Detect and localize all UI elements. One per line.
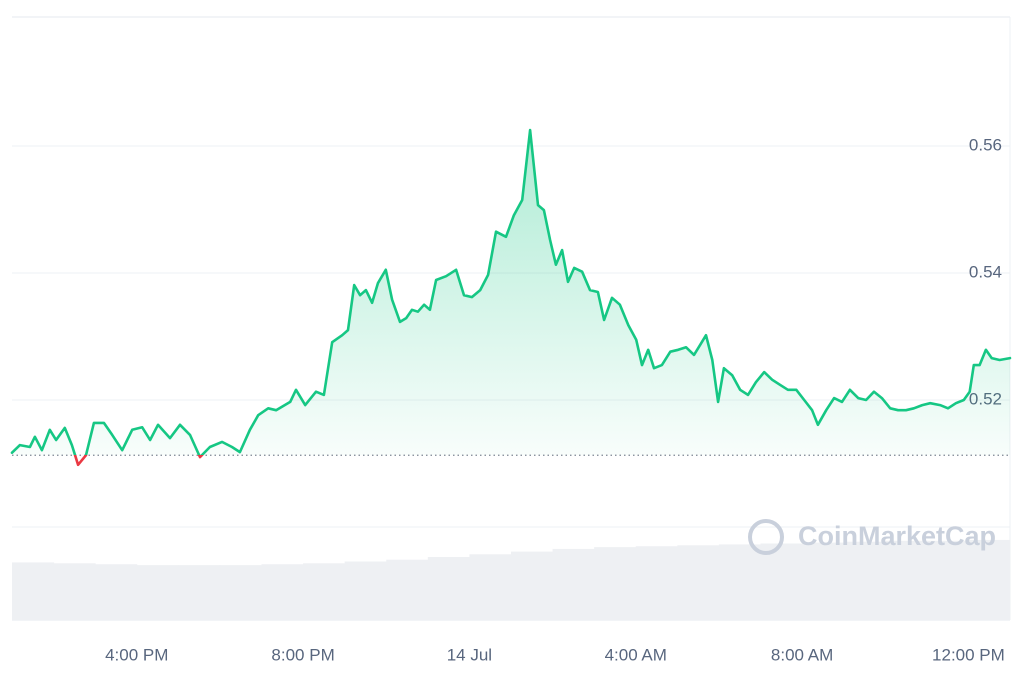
- x-tick-label: 8:00 AM: [771, 645, 833, 664]
- volume-bar: [469, 554, 512, 620]
- y-tick-label: 0.56: [969, 135, 1002, 154]
- volume-bar: [843, 541, 886, 620]
- x-tick-label: 4:00 PM: [105, 645, 168, 664]
- volume-bar: [427, 557, 470, 620]
- x-tick-label: 8:00 PM: [271, 645, 334, 664]
- watermark: CoinMarketCap: [748, 519, 996, 555]
- volume-bar: [386, 559, 429, 620]
- volume-bar: [95, 564, 138, 620]
- volume-bar: [926, 540, 969, 620]
- watermark-text: CoinMarketCap: [798, 521, 996, 551]
- volume-bar: [718, 544, 761, 620]
- volume-bar: [511, 551, 554, 620]
- volume-bar: [594, 547, 637, 620]
- volume-bar: [53, 563, 96, 620]
- volume-bar: [12, 562, 55, 620]
- volume-bar: [552, 548, 595, 620]
- price-line: [10, 128, 1012, 467]
- volume-bar: [760, 543, 803, 620]
- volume-bar: [303, 563, 346, 620]
- x-tick-label: 4:00 AM: [605, 645, 667, 664]
- volume-bar: [344, 561, 387, 620]
- volume-bar: [136, 565, 179, 620]
- volume-bar: [635, 546, 678, 620]
- volume-bar: [802, 542, 845, 620]
- y-tick-label: 0.54: [969, 262, 1002, 281]
- volume-bar: [219, 565, 262, 620]
- watermark-logo: [748, 519, 784, 555]
- volume-bar: [968, 539, 1011, 620]
- volume-bar: [178, 565, 221, 620]
- price-area: [12, 130, 1010, 456]
- x-tick-label: 12:00 PM: [932, 645, 1005, 664]
- volume-bar: [261, 564, 304, 620]
- volume-bar: [885, 540, 928, 620]
- volume-bar: [677, 545, 720, 620]
- x-tick-label: 14 Jul: [447, 645, 492, 664]
